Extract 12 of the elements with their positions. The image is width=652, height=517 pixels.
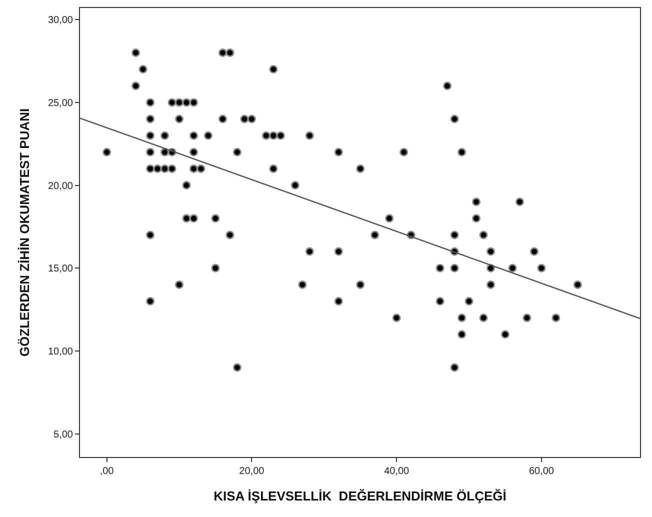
x-tick-label: ,00 — [100, 466, 114, 477]
y-axis-title: GÖZLERDEN ZİHİN OKUMATEST PUANI — [16, 108, 32, 357]
y-tick-label: 20,00 — [48, 180, 74, 192]
y-tick-label: 15,00 — [48, 264, 74, 275]
y-tick-label: 10,00 — [48, 346, 74, 358]
y-tick-label: 5,00 — [54, 429, 74, 440]
y-tick-label: 25,00 — [48, 98, 74, 109]
x-tick-label: 60,00 — [528, 466, 554, 477]
x-tick-label: 20,00 — [239, 466, 265, 477]
x-axis-title: KISA İŞLEVSELLİK DEĞERLENDİRME ÖLÇEĞİ — [214, 488, 506, 504]
x-tick-label: 40,00 — [384, 466, 410, 477]
y-tick-label: 30,00 — [48, 15, 74, 26]
